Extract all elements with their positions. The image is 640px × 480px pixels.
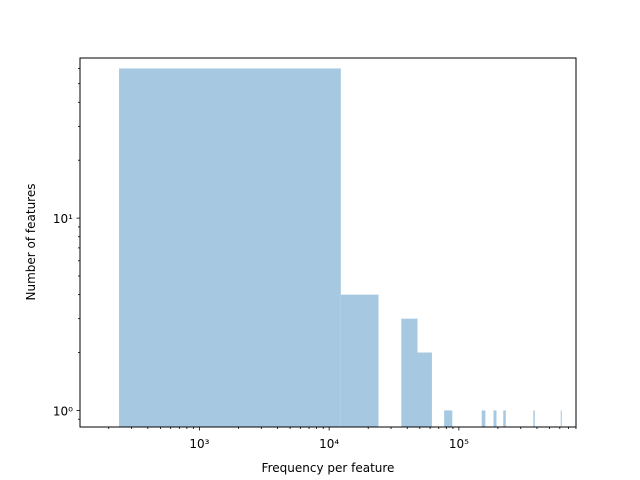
histogram-bar-7 — [493, 410, 497, 427]
x-tick-label: 10³ — [189, 437, 209, 451]
x-axis-label: Frequency per feature — [262, 461, 395, 475]
histogram-bar-9 — [533, 410, 535, 427]
histogram-bar-10 — [560, 410, 562, 427]
histogram-bar-3 — [401, 318, 418, 427]
histogram-bar-1 — [119, 68, 341, 427]
x-tick-label: 10⁵ — [449, 437, 469, 451]
histogram-bar-4 — [417, 352, 432, 427]
bars-group — [119, 68, 562, 427]
x-axis-ticks: 10³ 10⁴ 10⁵ — [108, 427, 577, 451]
histogram-bar-2 — [340, 294, 379, 427]
x-tick-label: 10⁴ — [319, 437, 339, 451]
y-axis-label: Number of features — [24, 184, 38, 301]
histogram-bar-6 — [481, 410, 486, 427]
y-axis-ticks: 10⁰ 10¹ — [53, 68, 80, 420]
y-tick-label: 10⁰ — [53, 404, 73, 418]
histogram-bar-8 — [503, 410, 506, 427]
plot-frame — [79, 57, 577, 428]
histogram-bar-5 — [444, 410, 453, 427]
y-tick-label: 10¹ — [53, 212, 73, 226]
